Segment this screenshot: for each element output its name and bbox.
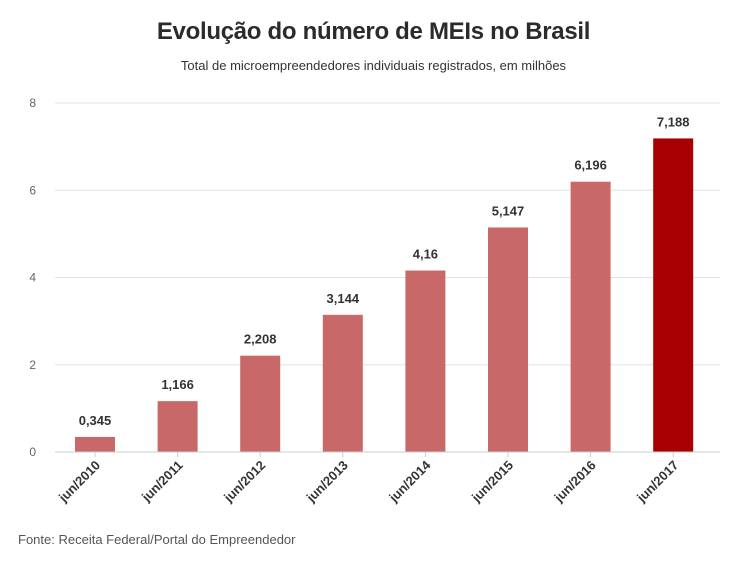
y-tick-label: 8	[29, 96, 36, 110]
data-label: 1,166	[161, 377, 194, 392]
x-tick-label: jun/2011	[138, 458, 186, 506]
bar-jun-2016	[570, 181, 611, 452]
data-label: 0,345	[79, 413, 112, 428]
data-label: 5,147	[492, 203, 525, 218]
value-labels: 0,345 1,166 2,208 3,144 4,16 5,147 6,196 7,188	[79, 114, 690, 428]
x-tick-label: jun/2012	[220, 458, 268, 506]
bars	[75, 138, 694, 452]
x-tick-label: jun/2015	[468, 458, 516, 506]
chart-title: Evolução do número de MEIs no Brasil	[156, 18, 591, 45]
x-tick-label: jun/2014	[385, 457, 434, 506]
y-axis-ticks: 0 2 4 6 8	[29, 96, 36, 459]
data-label: 7,188	[657, 114, 690, 129]
bar-jun-2010	[75, 436, 115, 452]
source-note: Fonte: Receita Federal/Portal do Empreen…	[18, 532, 296, 547]
data-label: 4,16	[413, 247, 438, 262]
bar-jun-2014	[405, 270, 446, 452]
y-tick-label: 6	[29, 183, 36, 197]
y-tick-label: 2	[29, 358, 36, 372]
y-tick-label: 4	[29, 271, 36, 285]
x-axis-ticks: jun/2010 jun/2011 jun/2012 jun/2013 jun/2014…	[55, 452, 681, 506]
x-tick-label: jun/2017	[633, 458, 681, 506]
x-tick-label: jun/2010	[55, 458, 103, 506]
grid-lines	[55, 102, 720, 366]
bar-jun-2012	[240, 355, 281, 452]
data-label: 6,196	[574, 158, 607, 173]
y-tick-label: 0	[29, 445, 36, 459]
bar-jun-2011	[157, 401, 198, 452]
bar-jun-2017	[653, 138, 694, 452]
data-label: 3,144	[327, 291, 360, 306]
x-tick-label: jun/2013	[303, 458, 351, 506]
x-tick-label: jun/2016	[551, 458, 599, 506]
bar-jun-2013	[322, 314, 363, 452]
data-label: 2,208	[244, 332, 277, 347]
bar-jun-2015	[488, 227, 528, 452]
chart-subtitle: Total de microempreendedores individuais…	[180, 58, 567, 73]
